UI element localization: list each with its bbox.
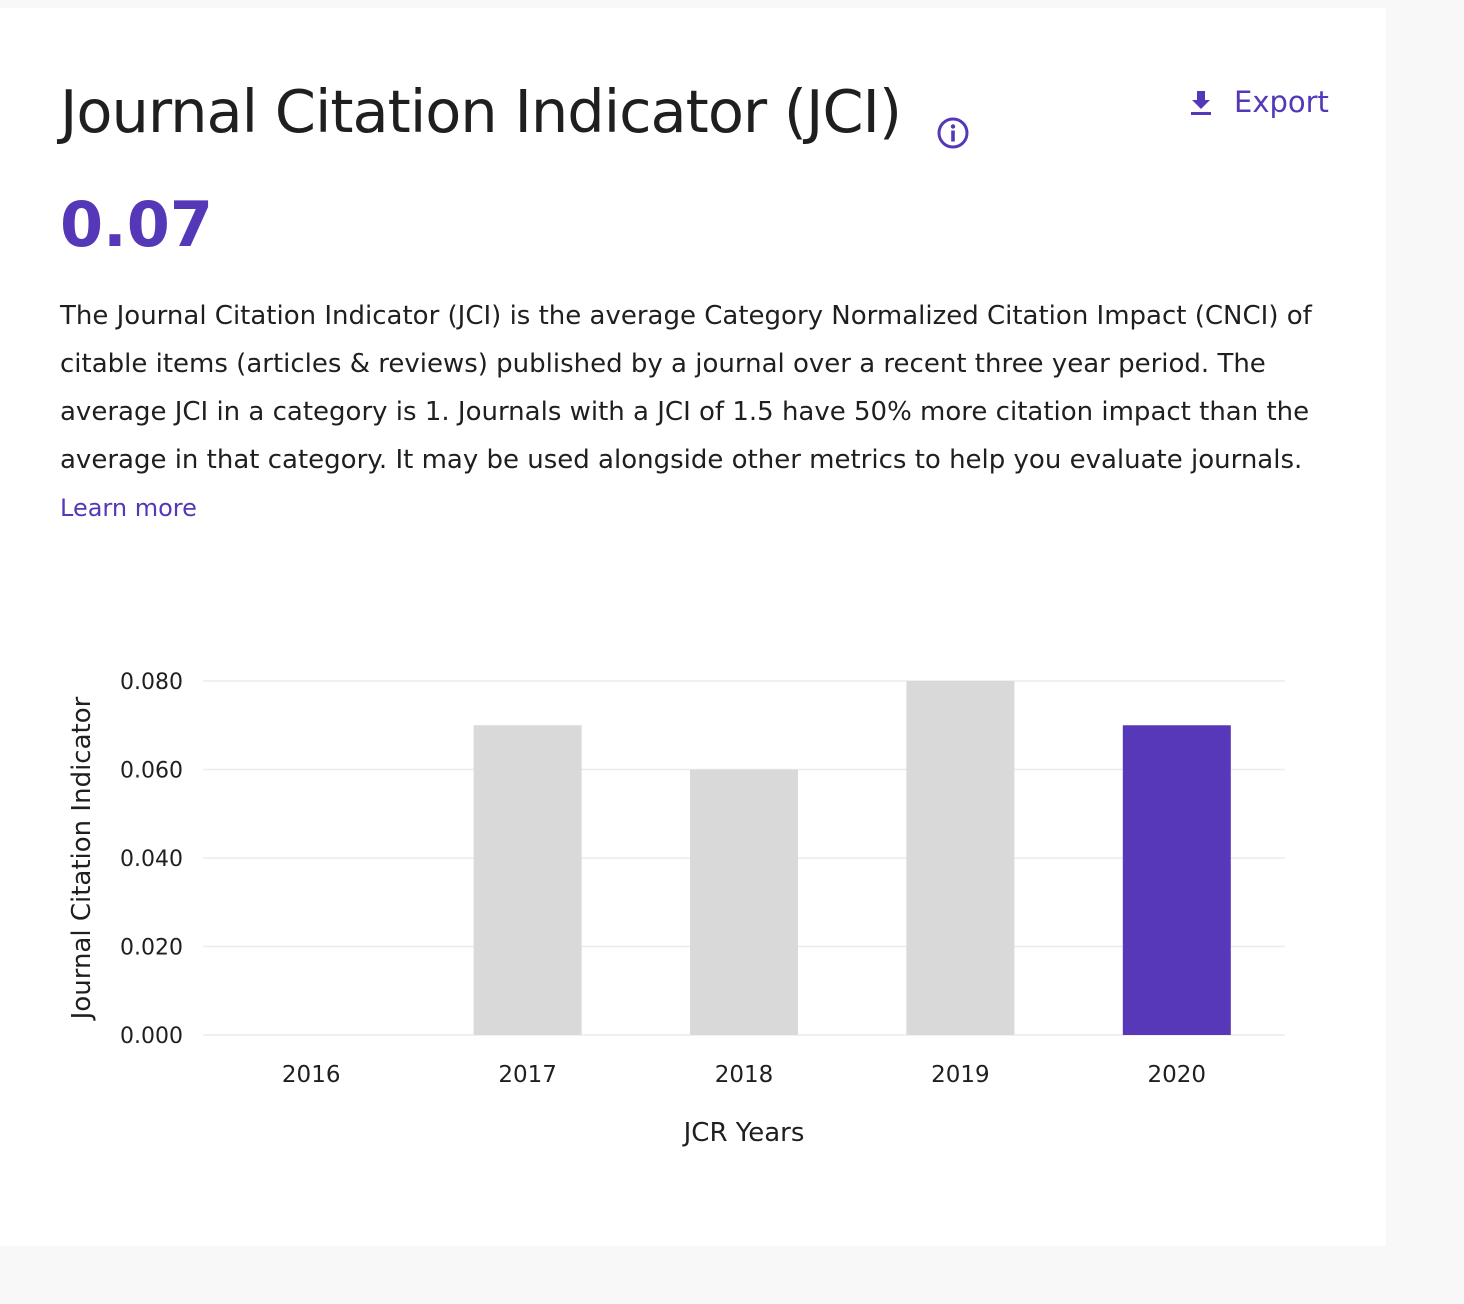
x-axis-ticks: 2016 2017 2018 2019 2020 <box>282 1062 1206 1088</box>
description: The Journal Citation Indicator (JCI) is … <box>60 292 1350 532</box>
x-tick-label: 2016 <box>282 1062 341 1088</box>
bars <box>473 681 1231 1036</box>
info-circle-icon[interactable] <box>936 116 970 150</box>
x-axis-title: JCR Years <box>682 1118 805 1148</box>
x-tick-label: 2019 <box>931 1062 990 1088</box>
page-title: Journal Citation Indicator (JCI) <box>60 77 902 146</box>
jci-value: 0.07 <box>60 188 213 261</box>
learn-more-link[interactable]: Learn more <box>60 494 197 522</box>
download-icon <box>1191 91 1211 115</box>
y-tick-label: 0.080 <box>120 670 183 695</box>
x-tick-label: 2017 <box>498 1062 557 1088</box>
export-button[interactable]: Export <box>1186 80 1329 124</box>
x-tick-label: 2020 <box>1148 1062 1207 1088</box>
bar-2017[interactable] <box>473 725 582 1035</box>
bar-2018[interactable] <box>690 769 798 1036</box>
y-axis-title: Journal Citation Indicator <box>67 696 97 1021</box>
description-text: The Journal Citation Indicator (JCI) is … <box>60 301 1312 475</box>
y-tick-label: 0.000 <box>120 1024 183 1049</box>
bar-2020[interactable] <box>1122 725 1231 1035</box>
y-tick-label: 0.060 <box>120 759 183 784</box>
x-tick-label: 2018 <box>715 1062 774 1088</box>
y-tick-label: 0.040 <box>120 847 183 872</box>
jci-card: Journal Citation Indicator (JCI) Export … <box>0 8 1386 1246</box>
bar-2019[interactable] <box>906 681 1015 1035</box>
y-axis-ticks: 0.000 0.020 0.040 0.060 0.080 <box>120 670 183 1049</box>
export-label: Export <box>1234 85 1329 119</box>
y-tick-label: 0.020 <box>120 936 183 961</box>
